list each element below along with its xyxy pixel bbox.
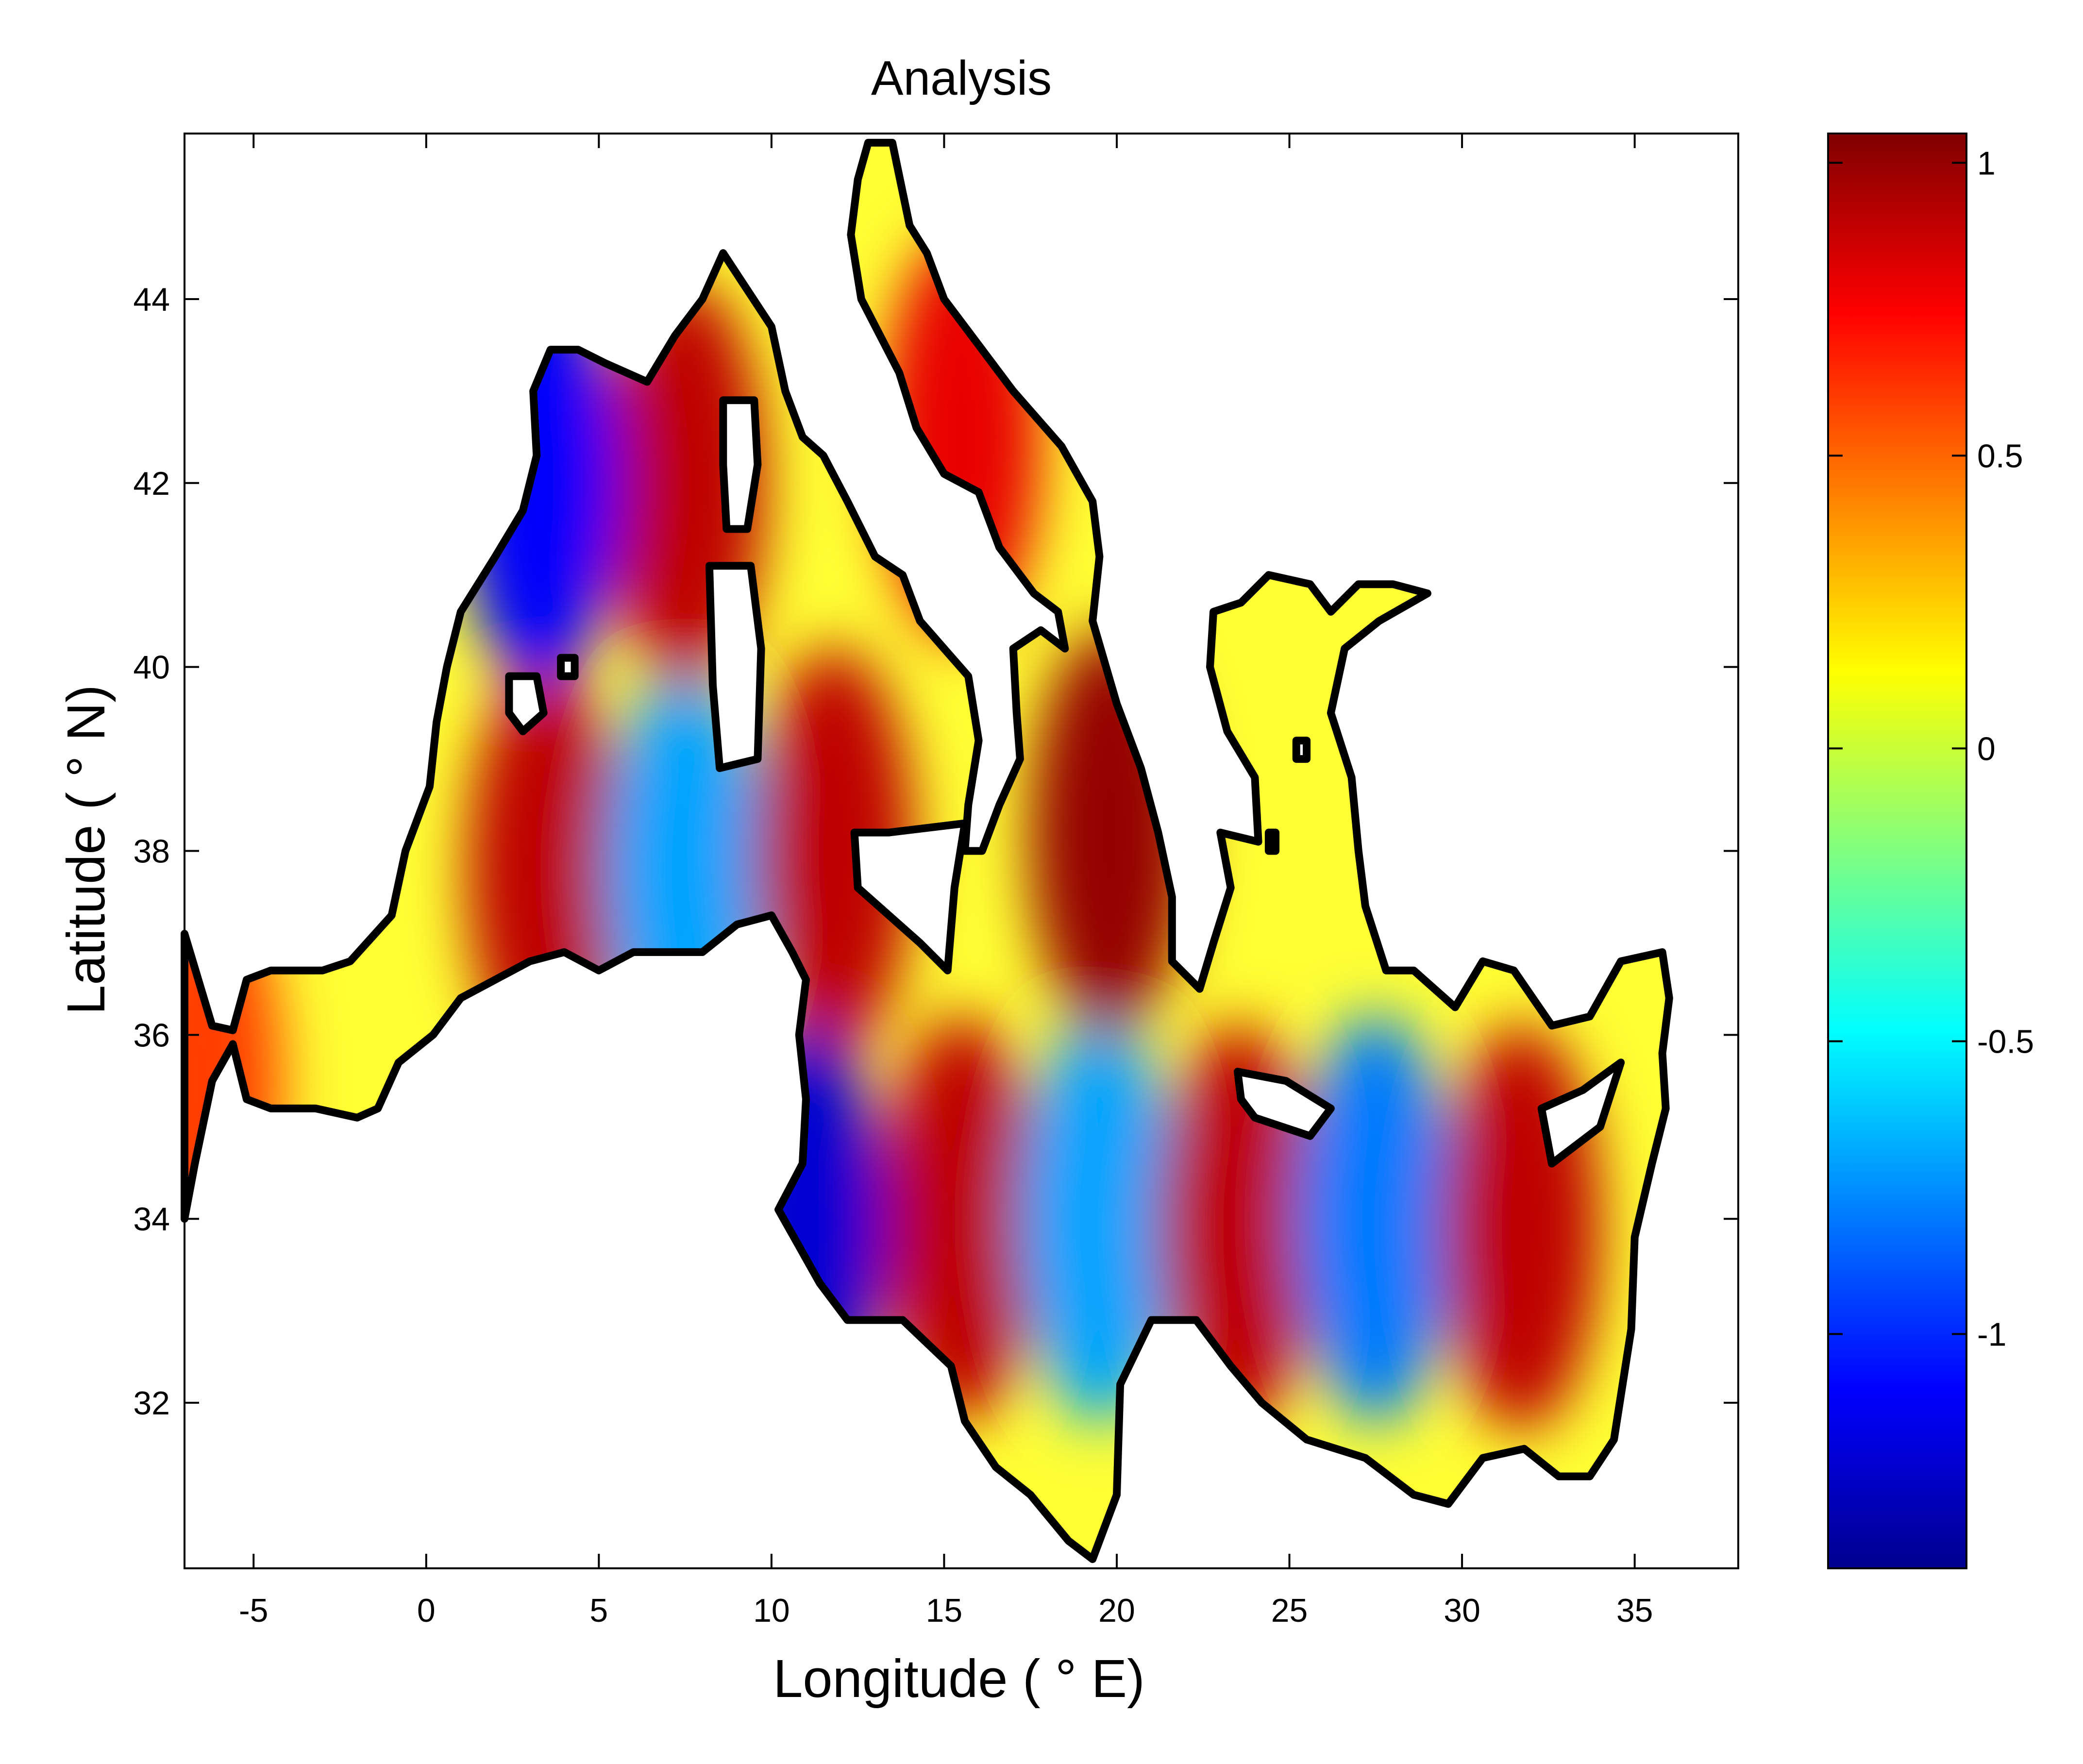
coastline [181,138,1673,1563]
island [1292,737,1311,763]
island [1264,828,1280,855]
field-extremum [460,279,621,687]
y-tick-label: 36 [133,1017,170,1054]
colorbar-tick-label: 1 [1977,145,1996,182]
y-tick-label: 34 [133,1201,170,1238]
island [705,562,765,772]
x-tick-label: 0 [417,1592,436,1629]
chart-title: Analysis [871,51,1052,105]
x-tick-label: 5 [589,1592,608,1629]
x-tick-label: 35 [1616,1592,1653,1629]
field-extremum [881,1015,1042,1423]
island [557,654,579,680]
x-tick-label: 10 [753,1592,790,1629]
y-tick-label: 44 [133,281,170,318]
island [505,672,548,736]
x-axis-label: Longitude ( ° E) [773,1649,1145,1709]
x-tick-label: 25 [1271,1592,1308,1629]
field-extremum [1441,1024,1601,1432]
x-tick-label: 20 [1098,1592,1135,1629]
island [1233,1068,1335,1140]
x-tick-label: 30 [1444,1592,1480,1629]
colorbar-tick-label: -1 [1977,1316,2006,1353]
y-tick-label: 38 [133,833,170,870]
island [850,819,969,974]
colorbar-tick-label: 0 [1977,730,1996,767]
field-extremum [1019,1015,1180,1423]
y-tick-label: 32 [133,1385,170,1422]
field-extremum [467,665,627,1074]
x-tick-label: -5 [239,1592,268,1629]
colorbar-ticks: 1 0.5 0 -0.5 -1 [1828,145,2034,1353]
colorbar-tick-label: -0.5 [1977,1023,2034,1060]
y-axis-label: Latitude ( ° N) [56,685,116,1015]
colorbar [1827,133,1967,1569]
field-extremum [1295,1015,1456,1423]
x-axis-ticks: -5 0 5 10 15 20 25 30 35 [239,134,1653,1629]
y-tick-label: 40 [133,649,170,686]
island [1537,1058,1625,1168]
colorbar-tick-label: 0.5 [1977,437,2023,474]
x-tick-label: 15 [926,1592,963,1629]
y-axis-ticks: 32 34 36 38 40 42 44 [133,281,1738,1422]
y-tick-label: 42 [133,465,170,502]
island [719,396,762,533]
islands [505,396,1625,1168]
